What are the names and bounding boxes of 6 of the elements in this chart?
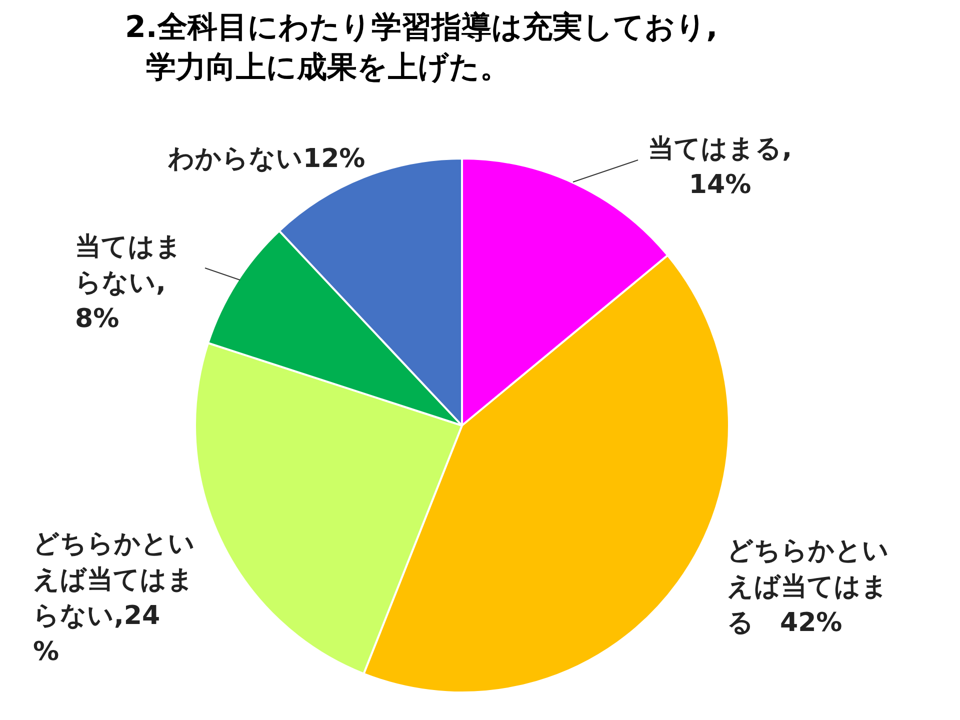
chart-title: 2.全科目にわたり学習指導は充実しており, 学力向上に成果を上げた。: [125, 9, 718, 87]
slice-label: どちらかといえば当てはまる 42%: [727, 536, 889, 638]
slice-label: 当てはまる,14%: [648, 134, 792, 200]
slice-label: どちらかといえば当てはまらない,24%: [33, 528, 195, 667]
slice-label: 当てはまらない,8%: [75, 232, 182, 334]
slice-label: わからない12%: [167, 144, 366, 174]
